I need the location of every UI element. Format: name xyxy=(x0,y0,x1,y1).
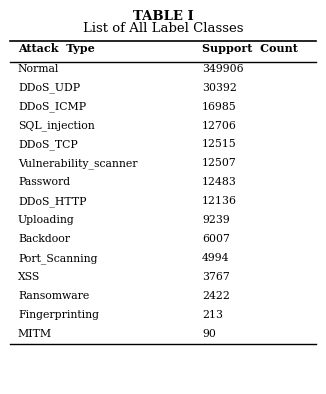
Text: Fingerprinting: Fingerprinting xyxy=(18,310,99,320)
Text: 2422: 2422 xyxy=(202,291,230,301)
Text: Uploading: Uploading xyxy=(18,215,75,225)
Text: TABLE I: TABLE I xyxy=(133,10,193,23)
Text: 12706: 12706 xyxy=(202,121,237,130)
Text: 349906: 349906 xyxy=(202,64,244,74)
Text: 90: 90 xyxy=(202,329,216,338)
Text: 12136: 12136 xyxy=(202,196,237,206)
Text: 213: 213 xyxy=(202,310,223,320)
Text: DDoS_ICMP: DDoS_ICMP xyxy=(18,102,86,112)
Text: 16985: 16985 xyxy=(202,102,237,112)
Text: 3767: 3767 xyxy=(202,272,230,282)
Text: Support  Count: Support Count xyxy=(202,43,298,54)
Text: DDoS_TCP: DDoS_TCP xyxy=(18,139,78,150)
Text: DDoS_HTTP: DDoS_HTTP xyxy=(18,196,86,207)
Text: 12507: 12507 xyxy=(202,158,237,168)
Text: SQL_injection: SQL_injection xyxy=(18,121,95,131)
Text: Attack  Type: Attack Type xyxy=(18,43,95,54)
Text: 6007: 6007 xyxy=(202,234,230,244)
Text: MITM: MITM xyxy=(18,329,52,338)
Text: 30392: 30392 xyxy=(202,83,237,93)
Text: List of All Label Classes: List of All Label Classes xyxy=(83,22,243,35)
Text: Vulnerability_scanner: Vulnerability_scanner xyxy=(18,158,138,169)
Text: Port_Scanning: Port_Scanning xyxy=(18,253,97,264)
Text: 12515: 12515 xyxy=(202,139,237,149)
Text: 9239: 9239 xyxy=(202,215,230,225)
Text: XSS: XSS xyxy=(18,272,40,282)
Text: 12483: 12483 xyxy=(202,177,237,187)
Text: Normal: Normal xyxy=(18,64,59,74)
Text: Backdoor: Backdoor xyxy=(18,234,70,244)
Text: Ransomware: Ransomware xyxy=(18,291,89,301)
Text: Password: Password xyxy=(18,177,70,187)
Text: 4994: 4994 xyxy=(202,253,230,263)
Text: DDoS_UDP: DDoS_UDP xyxy=(18,83,80,93)
